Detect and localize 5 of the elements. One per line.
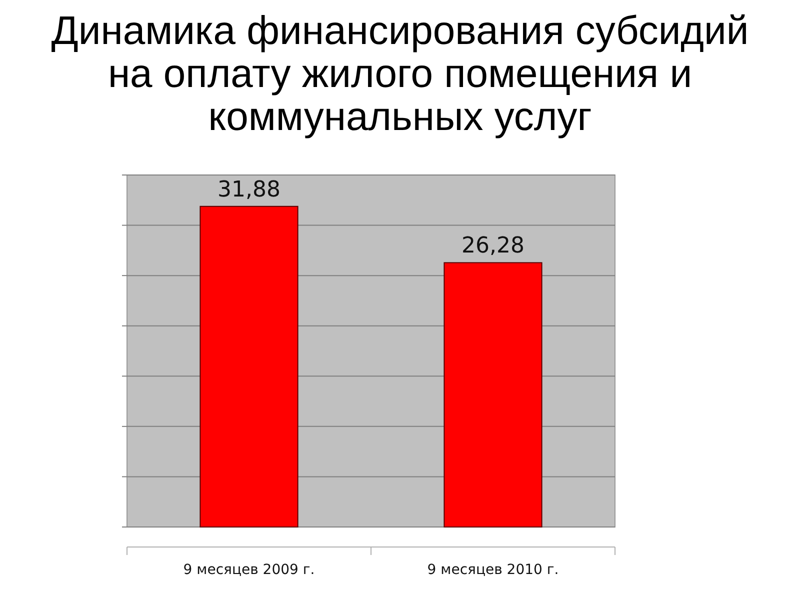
x-tick-label: 9 месяцев 2010 г. <box>427 562 559 578</box>
data-label: 31,88 <box>218 177 280 202</box>
data-label: 26,28 <box>462 234 524 259</box>
x-tick-label: 9 месяцев 2009 г. <box>183 562 315 578</box>
chart-title: Динамика финансирования субсидий на оплату жилого помещения и коммунальных услуг <box>51 9 749 139</box>
